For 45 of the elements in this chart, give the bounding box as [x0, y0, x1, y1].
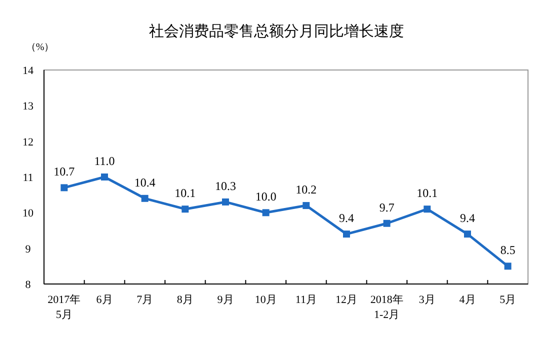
data-label: 10.1: [416, 186, 438, 200]
point: [141, 194, 148, 202]
point: [424, 206, 431, 213]
x-tick-label: 9月: [217, 294, 234, 306]
x-tick-label: 10月: [254, 294, 277, 306]
data-label: 10.1: [174, 186, 196, 200]
y-tick-label: 13: [22, 100, 34, 113]
x-tick-label: 12月: [336, 294, 358, 306]
x-tick-label: 6月: [96, 294, 113, 306]
data-label: 10.0: [255, 190, 276, 204]
point: [182, 206, 189, 213]
data-label: 10.4: [134, 175, 156, 190]
point: [504, 262, 512, 270]
data-label: 9.4: [460, 211, 475, 226]
data-label: 10.2: [296, 182, 317, 197]
point: [101, 174, 108, 180]
x-tick-label: 3月: [418, 294, 436, 306]
data-label: 10.7: [54, 164, 75, 179]
x-tick-label: 2017年 5月: [48, 294, 81, 321]
point: [262, 209, 270, 216]
y-tick-label: 10: [22, 208, 34, 220]
data-label: 11.0: [94, 154, 115, 168]
point: [60, 184, 68, 192]
point: [302, 202, 310, 210]
data-label: 10.3: [215, 178, 236, 193]
data-label: 9.7: [379, 200, 394, 214]
y-tick-label: 12: [22, 136, 34, 148]
y-tick-label: 8: [25, 279, 32, 291]
point: [464, 230, 471, 238]
x-tick-label: 2018年 1-2月: [370, 294, 404, 321]
point: [383, 220, 390, 227]
y-tick-label: 9: [25, 243, 32, 256]
data-label: 9.4: [339, 211, 354, 226]
y-tick-label: 11: [22, 172, 34, 184]
x-tick-label: 8月: [176, 294, 194, 306]
data-label: 8.5: [500, 243, 516, 258]
y-axis-title: （%）: [26, 42, 54, 53]
x-tick-label: 5月: [500, 294, 516, 306]
x-tick-label: 4月: [459, 294, 476, 306]
point: [343, 230, 350, 238]
y-tick-label: 14: [22, 65, 34, 77]
point: [222, 198, 229, 206]
chart-title: 社会消费品零售总额分月同比增长速度: [149, 23, 404, 40]
x-tick-label: 7月: [136, 294, 154, 306]
x-tick-label: 11月: [295, 294, 317, 306]
